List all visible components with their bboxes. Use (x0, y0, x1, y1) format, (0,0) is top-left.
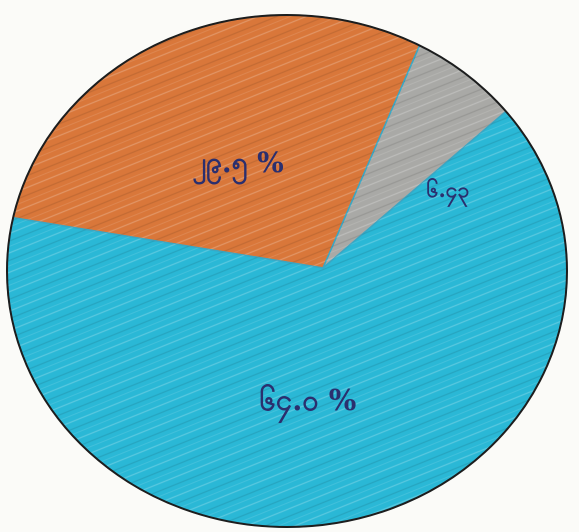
slices (6, 14, 568, 528)
pie-outline (6, 14, 568, 528)
pie-slice-texture-2 (323, 45, 506, 268)
pie-slice-texture-1 (13, 14, 420, 268)
pie-slice-texture-3 (6, 111, 567, 528)
